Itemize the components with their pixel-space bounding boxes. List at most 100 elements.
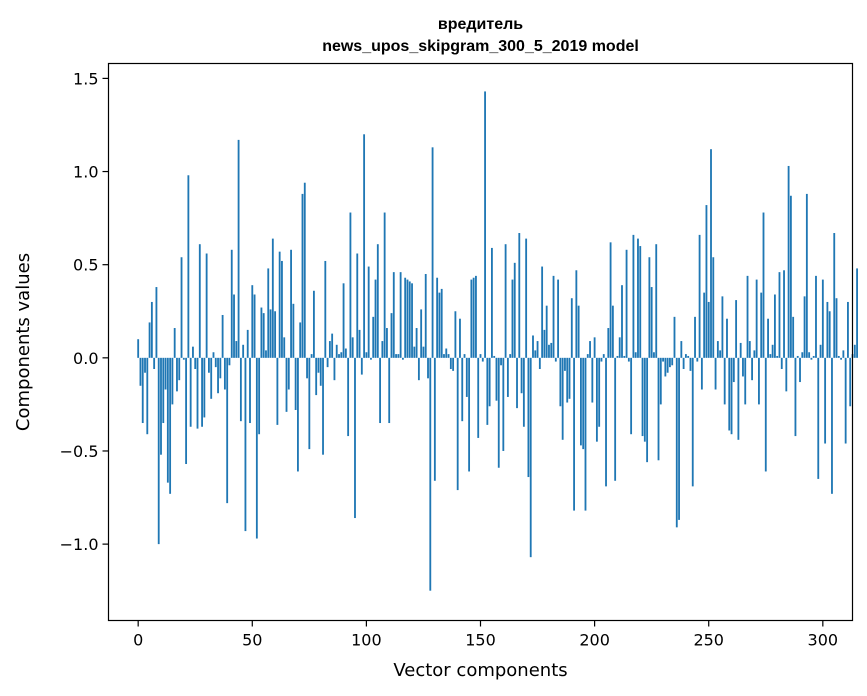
bar-280 <box>776 355 779 358</box>
bar-103 <box>372 316 375 358</box>
bar-298 <box>817 357 820 479</box>
bar-303 <box>828 311 831 358</box>
bar-78 <box>315 357 318 396</box>
bar-104 <box>374 279 377 358</box>
bar-172 <box>529 357 532 558</box>
bar-312 <box>849 357 852 407</box>
x-axis-ticks: 0 50 100 150 200 250 300 <box>133 620 838 650</box>
bar-56 <box>265 350 267 358</box>
bar-254 <box>716 341 719 358</box>
bar-264 <box>739 342 742 358</box>
bar-114 <box>397 354 400 358</box>
bar-71 <box>299 322 302 358</box>
bar-243 <box>691 357 694 487</box>
bar-112 <box>392 272 395 358</box>
bar-129 <box>431 147 434 358</box>
bar-266 <box>744 357 747 405</box>
bar-33 <box>212 352 215 358</box>
bar-255 <box>719 350 722 358</box>
bar-60 <box>274 311 277 358</box>
bar-233 <box>669 357 671 368</box>
bar-171 <box>527 357 530 478</box>
bar-244 <box>694 316 696 358</box>
bar-92 <box>347 357 350 437</box>
x-tick-label: 100 <box>351 631 382 650</box>
chart-title-line1: вредитель <box>438 16 523 33</box>
bar-242 <box>689 357 692 371</box>
y-tick-label: 1.5 <box>73 69 98 88</box>
bar-247 <box>700 357 703 390</box>
bar-314 <box>853 344 856 358</box>
bar-2 <box>141 357 144 424</box>
bar-191 <box>573 357 575 511</box>
bar-122 <box>415 328 418 358</box>
bar-168 <box>520 357 523 394</box>
bar-218 <box>634 352 637 358</box>
bar-3 <box>144 357 146 373</box>
bar-22 <box>187 175 190 358</box>
bar-124 <box>420 309 423 358</box>
bar-152 <box>484 91 486 358</box>
bar-167 <box>518 233 521 358</box>
bar-257 <box>723 357 726 405</box>
bar-62 <box>278 251 281 358</box>
bar-84 <box>328 341 331 358</box>
bar-75 <box>308 357 311 450</box>
bar-35 <box>217 357 219 394</box>
bar-123 <box>417 357 420 381</box>
bar-57 <box>267 268 270 358</box>
bar-87 <box>335 344 338 358</box>
y-tick-label: −1.0 <box>60 535 99 554</box>
bar-225 <box>650 287 653 358</box>
bar-88 <box>338 354 340 358</box>
bar-220 <box>639 246 642 358</box>
bar-156 <box>493 355 496 358</box>
bar-108 <box>383 212 386 358</box>
bar-286 <box>789 195 792 358</box>
bar-308 <box>840 357 843 360</box>
bar-76 <box>310 354 313 358</box>
bar-275 <box>764 357 767 472</box>
bar-227 <box>655 244 658 358</box>
bar-164 <box>511 279 514 358</box>
bar-93 <box>349 212 352 358</box>
bar-48 <box>246 329 249 358</box>
bar-58 <box>269 309 272 358</box>
bar-113 <box>395 354 397 358</box>
bar-273 <box>760 292 763 358</box>
bar-256 <box>721 296 724 358</box>
bar-73 <box>303 182 306 358</box>
bar-299 <box>819 344 822 358</box>
bar-109 <box>386 328 388 358</box>
bar-106 <box>379 357 381 424</box>
bar-236 <box>675 357 678 528</box>
bar-187 <box>564 357 566 371</box>
bar-32 <box>210 357 213 399</box>
bar-310 <box>844 357 847 444</box>
bar-263 <box>737 357 740 440</box>
bar-54 <box>260 307 263 358</box>
x-tick-label: 50 <box>242 631 262 650</box>
bar-157 <box>495 357 498 401</box>
bar-26 <box>196 357 199 429</box>
bar-169 <box>522 357 525 427</box>
bar-40 <box>228 357 231 366</box>
bar-118 <box>406 279 409 358</box>
bar-50 <box>251 285 254 358</box>
bar-289 <box>796 355 799 358</box>
bar-252 <box>712 257 715 358</box>
bar-20 <box>182 357 185 360</box>
bar-37 <box>221 314 224 358</box>
bar-46 <box>242 344 245 358</box>
bar-284 <box>785 357 788 392</box>
bar-1 <box>139 357 142 386</box>
bar-214 <box>625 249 628 358</box>
bar-231 <box>664 357 667 377</box>
bar-159 <box>500 357 502 366</box>
bar-154 <box>488 357 491 407</box>
bar-278 <box>771 344 774 358</box>
bar-198 <box>589 341 591 358</box>
bar-259 <box>728 357 731 431</box>
bar-192 <box>575 270 578 358</box>
